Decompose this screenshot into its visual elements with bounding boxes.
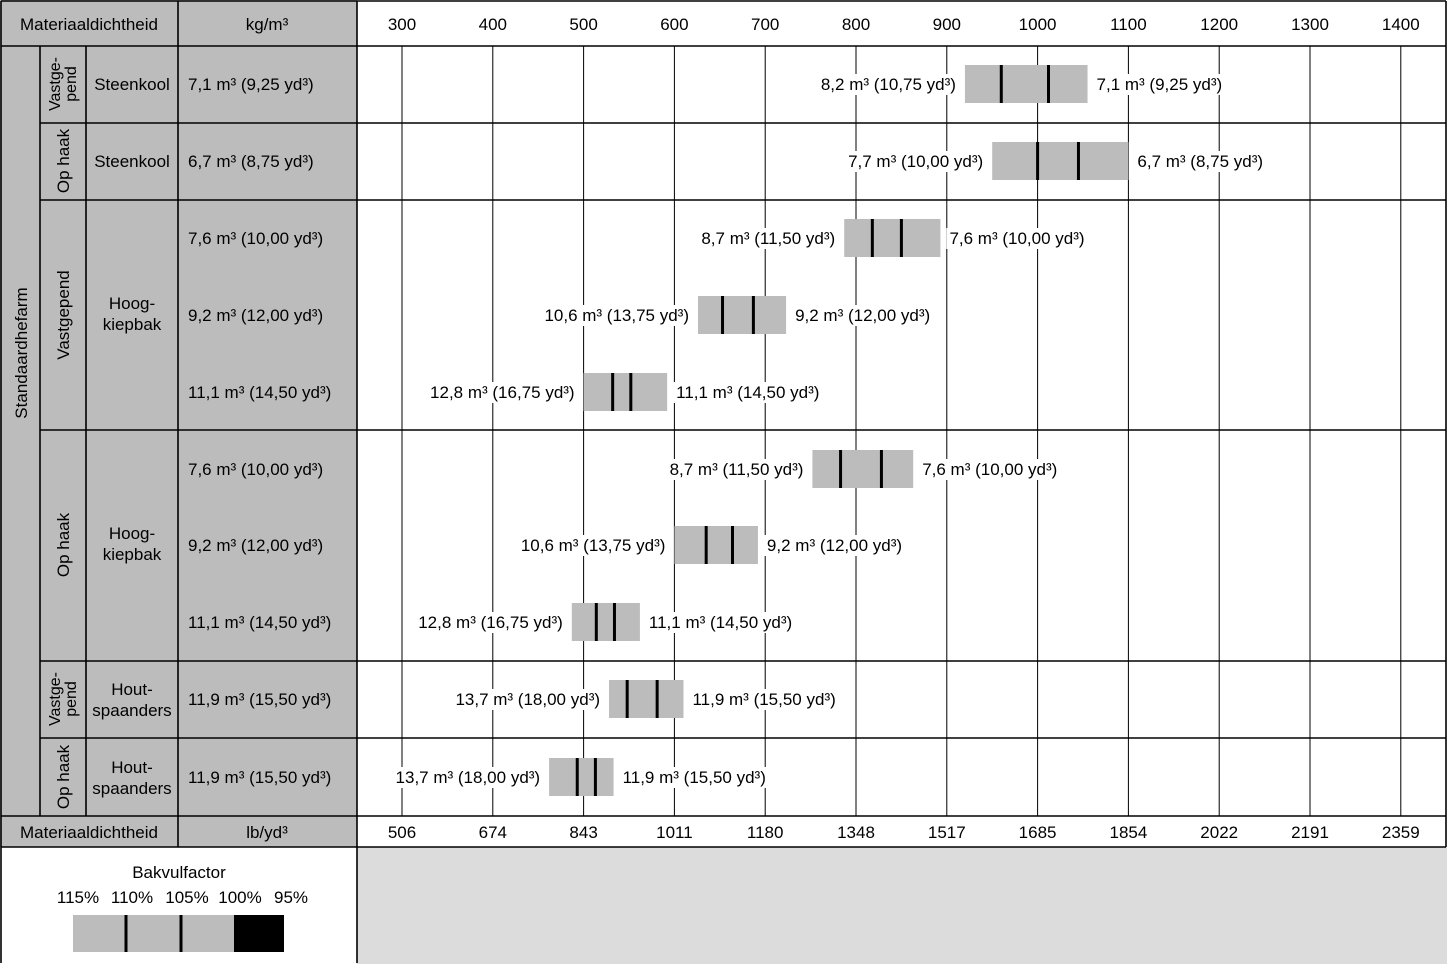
bucket-size-label: 11,1 m³ (14,50 yd³) [188,613,331,632]
material-label-high-dump-fixed-line1: Hoog- [109,294,155,313]
legend-factor-label: 100% [218,888,261,907]
bar-left-volume-label: 7,7 m³ (10,00 yd³) [848,152,983,171]
bucket-size-label: 9,2 m³ (12,00 yd³) [188,536,323,555]
bar-left-volume-label: 12,8 m³ (16,75 yd³) [430,383,575,402]
lb-tick-label: 2191 [1291,823,1329,842]
material-label-wood-fixed-line1: Hout- [111,680,153,699]
legend-gray-bar [73,915,234,952]
material-label-wood-hook-line2: spaanders [92,779,171,798]
legend-factor-label: 115% [57,888,99,907]
lb-tick-label: 2022 [1200,823,1238,842]
fill-range-bar [609,680,683,718]
fill-range-bar [674,526,758,564]
bar-right-volume-label: 11,9 m³ (15,50 yd³) [692,690,835,709]
bar-left-volume-label: 13,7 m³ (18,00 yd³) [455,690,600,709]
legend-factor-label: 105% [165,888,208,907]
bar-right-volume-label: 7,6 m³ (10,00 yd³) [949,229,1084,248]
bar-right-volume-label: 7,1 m³ (9,25 yd³) [1097,75,1223,94]
legend-black-bar [234,915,284,952]
mount-label-fixed-high-dump: Vastgepend [54,270,73,359]
lb-tick-label: 843 [569,823,597,842]
bar-right-volume-label: 11,1 m³ (14,50 yd³) [676,383,819,402]
group-label-standard-boom: Standaardhefarm [12,287,31,418]
lb-tick-label: 1348 [837,823,875,842]
bar-left-volume-label: 13,7 m³ (18,00 yd³) [396,768,541,787]
legend-factor-label: 95% [274,888,308,907]
bar-right-volume-label: 11,1 m³ (14,50 yd³) [649,613,792,632]
header-plot-strip [357,0,1447,46]
kg-tick-label: 600 [660,15,688,34]
bucket-size-label: 11,9 m³ (15,50 yd³) [188,690,331,709]
bar-left-volume-label: 8,7 m³ (11,50 yd³) [701,229,835,248]
bar-left-volume-label: 12,8 m³ (16,75 yd³) [418,613,563,632]
lb-tick-label: 674 [479,823,507,842]
bar-left-volume-label: 8,7 m³ (11,50 yd³) [670,460,804,479]
kg-tick-label: 1400 [1382,15,1420,34]
fill-range-bar [572,603,640,641]
mount-label-fixed-wood-line2: pend [63,681,80,717]
mount-label-fixed-wood-line1: Vastge- [47,672,64,726]
bucket-size-label: 7,1 m³ (9,25 yd³) [188,75,314,94]
kg-tick-label: 500 [569,15,597,34]
lb-tick-label: 1517 [928,823,966,842]
kg-tick-label: 700 [751,15,779,34]
mount-label-fixed-coal-line2: pend [63,66,80,102]
bucket-size-label: 9,2 m³ (12,00 yd³) [188,306,323,325]
kg-tick-label: 1200 [1200,15,1238,34]
lb-tick-label: 1011 [656,823,693,842]
kg-tick-label: 800 [842,15,870,34]
legend-title: Bakvulfactor [132,863,226,882]
fill-range-bar [844,219,940,257]
bar-right-volume-label: 9,2 m³ (12,00 yd³) [795,306,930,325]
lb-tick-label: 1180 [747,823,784,842]
legend-filler-area [357,847,1447,964]
kg-tick-label: 1000 [1019,15,1057,34]
fill-range-bar [992,142,1128,180]
fill-range-bar [584,373,668,411]
mount-label-hook-high-dump: Op haak [54,512,73,577]
bucket-size-label: 7,6 m³ (10,00 yd³) [188,460,323,479]
mount-label-fixed-coal-line1: Vastge- [47,57,64,111]
fill-range-bar [812,450,913,488]
bucket-size-label: 7,6 m³ (10,00 yd³) [188,229,323,248]
fill-range-bar [965,65,1088,103]
header-density-label: Materiaaldichtheid [20,15,158,34]
lb-tick-label: 506 [388,823,416,842]
bar-left-volume-label: 10,6 m³ (13,75 yd³) [521,536,666,555]
material-label-high-dump-hook-line2: kiepbak [103,545,162,564]
kg-tick-label: 1300 [1291,15,1329,34]
kg-tick-label: 400 [479,15,507,34]
kg-tick-label: 900 [933,15,961,34]
material-label-wood-hook-line1: Hout- [111,758,153,777]
footer-density-label: Materiaaldichtheid [20,823,158,842]
fill-range-bar [698,296,786,334]
kg-tick-label: 300 [388,15,416,34]
lb-tick-label: 1854 [1109,823,1147,842]
mount-label-hook-coal: Op haak [54,128,73,193]
header-kg-unit: kg/m³ [246,15,289,34]
material-label-high-dump-fixed-line2: kiepbak [103,315,162,334]
material-label-coal-hook: Steenkool [94,152,170,171]
material-label-coal-fixed: Steenkool [94,75,170,94]
footer-plot-strip [357,816,1447,847]
bucket-size-label: 6,7 m³ (8,75 yd³) [188,152,314,171]
lb-tick-label: 1685 [1019,823,1057,842]
bucket-size-label: 11,1 m³ (14,50 yd³) [188,383,331,402]
bar-left-volume-label: 10,6 m³ (13,75 yd³) [544,306,689,325]
fill-range-bar [549,758,613,796]
material-label-high-dump-hook-line1: Hoog- [109,524,155,543]
legend-factor-label: 110% [111,888,153,907]
lb-tick-label: 2359 [1382,823,1420,842]
bucket-size-label: 11,9 m³ (15,50 yd³) [188,768,331,787]
bar-right-volume-label: 7,6 m³ (10,00 yd³) [922,460,1057,479]
kg-tick-label: 1100 [1110,15,1147,34]
footer-lb-unit: lb/yd³ [246,823,288,842]
material-label-wood-fixed-line2: spaanders [92,701,171,720]
mount-label-hook-wood: Op haak [54,744,73,809]
bar-left-volume-label: 8,2 m³ (10,75 yd³) [821,75,956,94]
bar-right-volume-label: 6,7 m³ (8,75 yd³) [1137,152,1263,171]
bar-right-volume-label: 9,2 m³ (12,00 yd³) [767,536,902,555]
bar-right-volume-label: 11,9 m³ (15,50 yd³) [623,768,766,787]
